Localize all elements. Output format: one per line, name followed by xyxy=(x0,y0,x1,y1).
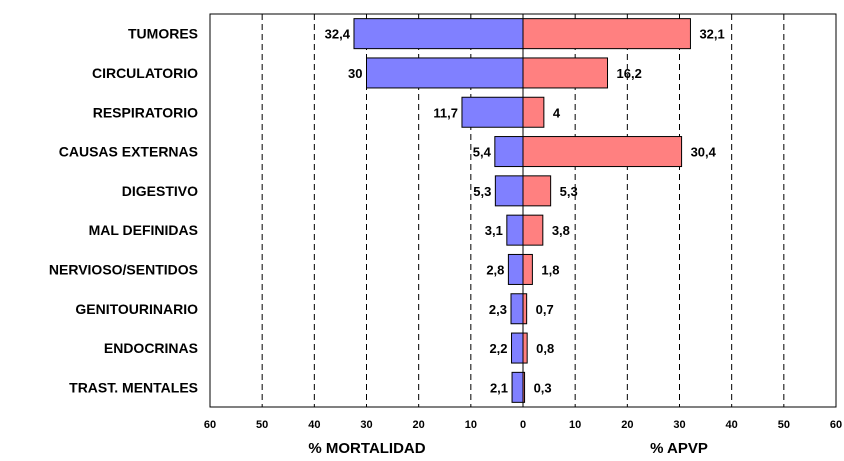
bar-apvp xyxy=(522,96,545,128)
category-label: DIGESTIVO xyxy=(122,183,198,199)
x-tick-label: 60 xyxy=(204,419,216,431)
x-tick-label: 30 xyxy=(673,419,685,431)
value-label-apvp: 0,7 xyxy=(536,302,554,317)
bar-mortalidad xyxy=(507,253,524,285)
x-tick-label: 10 xyxy=(465,419,477,431)
value-label-apvp: 0,8 xyxy=(536,341,554,356)
bar-mortalidad xyxy=(511,371,524,403)
value-label-apvp: 5,3 xyxy=(560,184,578,199)
category-label: CIRCULATORIO xyxy=(92,65,198,81)
value-label-mortalidad: 11,7 xyxy=(433,105,458,120)
x-tick-label: 30 xyxy=(360,419,372,431)
category-label: TUMORES xyxy=(128,26,198,42)
category-label: ENDOCRINAS xyxy=(104,340,198,356)
value-label-apvp: 32,1 xyxy=(699,27,724,42)
bar-apvp xyxy=(522,253,533,285)
x-tick-label: 50 xyxy=(778,419,790,431)
value-label-apvp: 3,8 xyxy=(552,223,570,238)
x-tick-label: 0 xyxy=(520,419,526,431)
bar-mortalidad xyxy=(461,96,524,128)
category-label: NERVIOSO/SENTIDOS xyxy=(49,261,198,277)
x-tick-label: 10 xyxy=(569,419,581,431)
value-label-mortalidad: 32,4 xyxy=(325,27,351,42)
bar-apvp xyxy=(522,175,552,207)
bars-group xyxy=(353,18,691,403)
category-label: RESPIRATORIO xyxy=(93,104,198,120)
x-tick-label: 50 xyxy=(256,419,268,431)
value-label-apvp: 1,8 xyxy=(541,262,559,277)
bar-apvp xyxy=(522,18,691,50)
x-tick-label: 40 xyxy=(726,419,738,431)
x-tick-label: 20 xyxy=(621,419,633,431)
value-label-apvp: 30,4 xyxy=(691,145,717,160)
bar-mortalidad xyxy=(353,18,524,50)
bar-apvp xyxy=(522,136,683,168)
x-tick-label: 20 xyxy=(413,419,425,431)
category-label: MAL DEFINIDAS xyxy=(89,222,198,238)
value-label-mortalidad: 30 xyxy=(348,66,362,81)
value-label-mortalidad: 2,2 xyxy=(489,341,507,356)
bar-apvp xyxy=(522,57,609,89)
value-labels: 32,4 32,1 30 16,2 11,7 4 5,4 30,4 5,3 5,3 3,1 3,8 2,… xyxy=(325,27,725,396)
x-axis-title-right: % APVP xyxy=(650,440,708,457)
value-label-apvp: 0,3 xyxy=(534,380,552,395)
tick-labels: 60 50 40 30 20 10 0 10 20 30 40 50 60 xyxy=(204,419,842,431)
value-label-mortalidad: 5,3 xyxy=(473,184,491,199)
category-labels: TUMORES CIRCULATORIO RESPIRATORIO CAUSAS EX… xyxy=(49,26,198,396)
category-label: TRAST. MENTALES xyxy=(69,379,198,395)
x-tick-label: 40 xyxy=(308,419,320,431)
category-label: GENITOURINARIO xyxy=(75,301,198,317)
bar-mortalidad xyxy=(494,175,524,207)
bar-apvp xyxy=(522,214,544,246)
value-label-mortalidad: 5,4 xyxy=(473,145,492,160)
value-label-mortalidad: 2,8 xyxy=(486,262,504,277)
x-tick-label: 60 xyxy=(830,419,842,431)
value-label-mortalidad: 3,1 xyxy=(485,223,503,238)
bar-mortalidad xyxy=(494,136,524,168)
bar-apvp xyxy=(522,332,528,364)
value-label-apvp: 16,2 xyxy=(617,66,642,81)
bar-mortalidad xyxy=(506,214,524,246)
x-axis-title-left: % MORTALIDAD xyxy=(308,440,425,457)
value-label-apvp: 4 xyxy=(553,105,561,120)
bar-apvp xyxy=(522,293,528,325)
category-label: CAUSAS EXTERNAS xyxy=(59,144,198,160)
value-label-mortalidad: 2,3 xyxy=(489,302,507,317)
bar-mortalidad xyxy=(366,57,524,89)
bar-mortalidad xyxy=(510,293,524,325)
value-label-mortalidad: 2,1 xyxy=(490,380,508,395)
bar-mortalidad xyxy=(511,332,524,364)
